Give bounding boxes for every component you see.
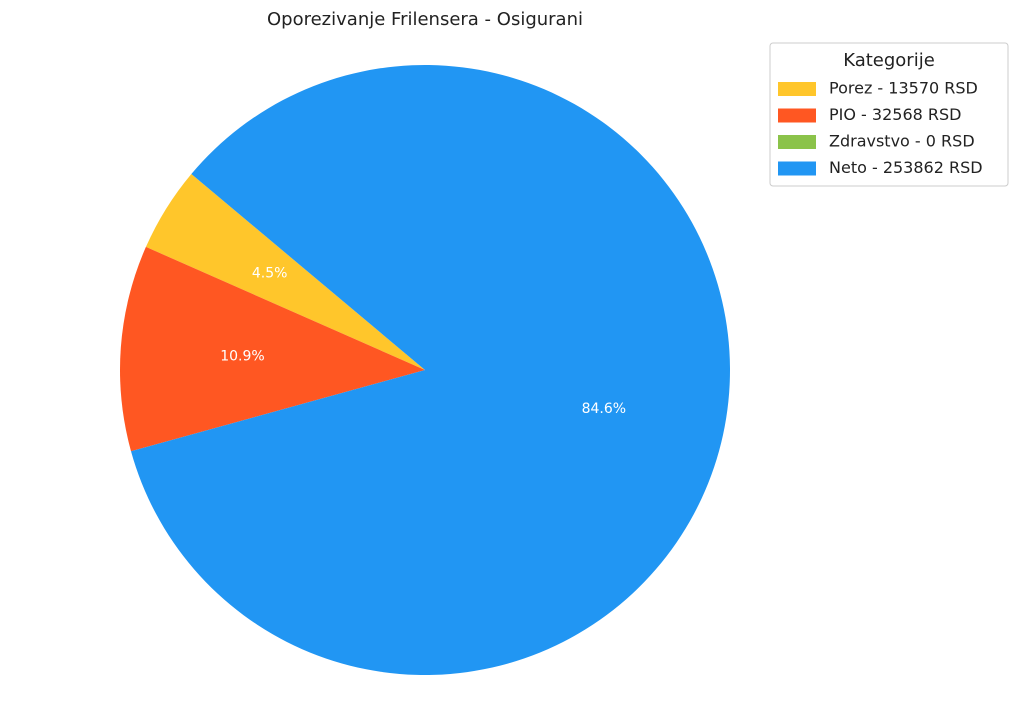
chart-title: Oporezivanje Frilensera - Osigurani [267,9,583,30]
legend-swatch [778,108,816,123]
legend-swatch [778,82,816,96]
legend-label: Porez - 13570 RSD [829,79,978,98]
legend-swatch [778,161,816,176]
legend-swatch [778,135,816,149]
legend-label: PIO - 32568 RSD [829,105,961,124]
pie-slice [131,65,731,676]
slice-label: 84.6% [582,401,626,417]
slice-label: 10.9% [220,349,264,365]
pie-slice [120,246,425,452]
legend-box [769,42,1009,187]
legend-label: Zdravstvo - 0 RSD [829,132,975,151]
slice-label: 4.5% [252,265,288,281]
pie-slice [145,173,425,370]
legend-label: Neto - 253862 RSD [829,158,983,177]
legend-title: Kategorije [843,50,935,71]
